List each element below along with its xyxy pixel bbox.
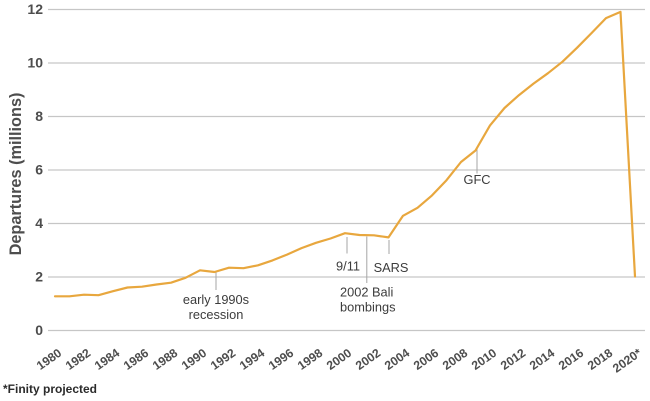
svg-text:*Finity projected: *Finity projected <box>3 382 97 396</box>
svg-text:2: 2 <box>35 268 43 284</box>
svg-text:2002 Bali: 2002 Bali <box>340 285 393 300</box>
svg-text:GFC: GFC <box>463 172 490 187</box>
svg-text:early 1990s: early 1990s <box>183 292 249 307</box>
svg-text:SARS: SARS <box>374 260 409 275</box>
svg-text:1986: 1986 <box>121 346 151 373</box>
svg-text:1990: 1990 <box>179 346 209 373</box>
svg-text:2004: 2004 <box>382 346 412 373</box>
svg-text:bombings: bombings <box>340 300 396 315</box>
svg-text:0: 0 <box>35 322 43 338</box>
svg-text:6: 6 <box>35 161 43 177</box>
svg-text:Departures (millions): Departures (millions) <box>7 93 25 256</box>
svg-text:recession: recession <box>189 307 244 322</box>
svg-text:2006: 2006 <box>411 346 441 373</box>
svg-text:2008: 2008 <box>440 346 470 373</box>
svg-text:1982: 1982 <box>63 346 93 373</box>
svg-text:10: 10 <box>27 54 43 70</box>
svg-text:2018: 2018 <box>585 346 615 373</box>
svg-text:12: 12 <box>27 1 43 17</box>
svg-text:8: 8 <box>35 108 43 124</box>
svg-text:1992: 1992 <box>208 346 238 373</box>
svg-text:2000: 2000 <box>324 346 354 373</box>
svg-text:1988: 1988 <box>150 346 180 373</box>
svg-text:1980: 1980 <box>34 346 64 373</box>
svg-text:2016: 2016 <box>556 346 586 373</box>
svg-text:2012: 2012 <box>498 346 528 373</box>
svg-text:2014: 2014 <box>527 346 557 373</box>
svg-text:1998: 1998 <box>295 346 325 373</box>
svg-text:1994: 1994 <box>237 346 267 373</box>
svg-text:9/11: 9/11 <box>336 259 360 274</box>
svg-text:2010: 2010 <box>469 346 499 373</box>
svg-text:4: 4 <box>35 215 43 231</box>
svg-text:1984: 1984 <box>92 346 122 373</box>
svg-text:1996: 1996 <box>266 346 296 373</box>
svg-text:2020*: 2020* <box>610 346 644 376</box>
svg-text:2002: 2002 <box>353 346 383 373</box>
